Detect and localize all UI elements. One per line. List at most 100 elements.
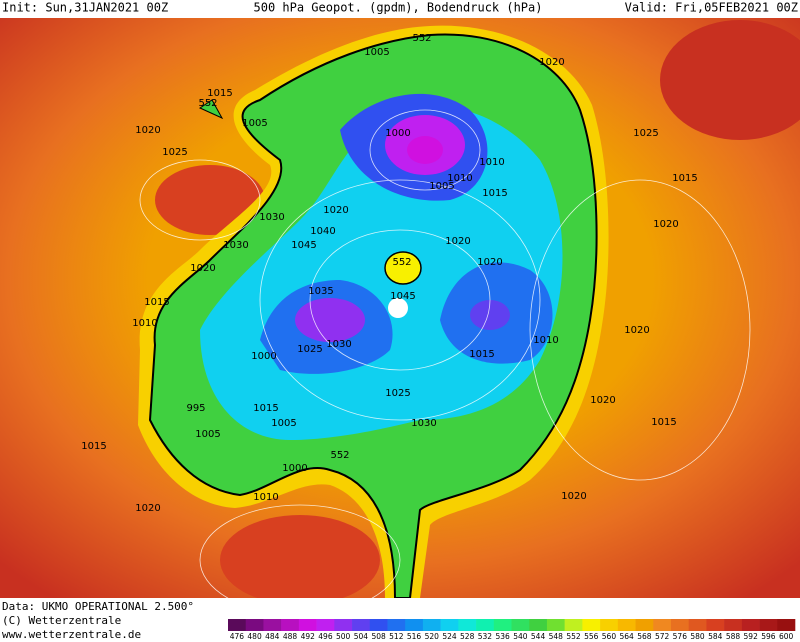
scale-label: 600 (779, 632, 794, 641)
isobar-label: 1020 (135, 503, 160, 514)
scale-swatch (334, 619, 353, 631)
scale-swatch (529, 619, 548, 631)
isobar-label: 1030 (411, 418, 436, 429)
isobar-label: 1025 (297, 344, 322, 355)
scale-swatch (422, 619, 441, 631)
scale-label: 500 (336, 632, 351, 641)
scale-swatch (688, 619, 707, 631)
valid-time: Valid: Fri,05FEB2021 00Z (625, 1, 798, 15)
color-scale: 476 480 484 488 492 496 500 504 508 512 516 520 524 5… (228, 619, 796, 641)
scale-swatch (245, 619, 264, 631)
isobar-label: 1015 (81, 441, 106, 452)
map-title: 500 hPa Geopot. (gpdm), Bodendruck (hPa) (254, 1, 543, 15)
isobar-label: 552 (392, 257, 411, 268)
url: www.wetterzentrale.de (2, 628, 141, 641)
scale-label: 496 (318, 632, 333, 641)
scale-swatch (582, 619, 601, 631)
scale-swatch (405, 619, 424, 631)
scale-label: 552 (566, 632, 581, 641)
isobar-label: 1010 (447, 173, 472, 184)
isobar-label: 1015 (672, 173, 697, 184)
scale-swatch (316, 619, 335, 631)
scale-label: 528 (460, 632, 475, 641)
scale-swatch (777, 619, 796, 631)
scale-swatch (352, 619, 371, 631)
isobar-label: 1020 (135, 125, 160, 136)
isobar-label: 1025 (162, 147, 187, 158)
scale-label: 544 (531, 632, 546, 641)
scale-swatch (670, 619, 689, 631)
isobar-label: 552 (198, 98, 217, 109)
scale-label: 588 (726, 632, 741, 641)
isobar-label: 1005 (429, 181, 454, 192)
isobar-label: 1020 (190, 263, 215, 274)
isobar-label: 1045 (390, 291, 415, 302)
isobar-label: 1000 (282, 463, 307, 474)
scale-label: 480 (247, 632, 262, 641)
isobar-label: 1005 (242, 118, 267, 129)
scale-label: 492 (301, 632, 316, 641)
scale-label: 596 (761, 632, 776, 641)
scale-swatch (653, 619, 672, 631)
scale-label: 560 (602, 632, 617, 641)
isobar-label: 1015 (253, 403, 278, 414)
scale-label: 592 (744, 632, 759, 641)
isobar-label: 1015 (469, 349, 494, 360)
isobar-label: 1015 (651, 417, 676, 428)
scale-swatch (440, 619, 459, 631)
scale-swatch (617, 619, 636, 631)
isobar-label: 1025 (385, 388, 410, 399)
scale-swatch (741, 619, 760, 631)
scale-label: 476 (230, 632, 245, 641)
isobar-label: 1030 (259, 212, 284, 223)
map (0, 18, 800, 598)
scale-label: 536 (495, 632, 510, 641)
scale-swatch (724, 619, 743, 631)
scale-label: 504 (354, 632, 369, 641)
isobar-label: 1005 (271, 418, 296, 429)
isobar-label: 1005 (364, 47, 389, 58)
scale-swatch (759, 619, 778, 631)
copyright: (C) Wetterzentrale (2, 614, 121, 627)
scale-label: 584 (708, 632, 723, 641)
scale-swatch (493, 619, 512, 631)
scale-label: 488 (283, 632, 298, 641)
scale-label: 548 (549, 632, 564, 641)
scale-swatch (387, 619, 406, 631)
isobar-label: 1045 (291, 240, 316, 251)
scale-swatch (706, 619, 725, 631)
scale-swatch (281, 619, 300, 631)
isobar-label: 1020 (561, 491, 586, 502)
isobar-label: 1020 (477, 257, 502, 268)
scale-swatch (228, 619, 247, 631)
init-time: Init: Sun,31JAN2021 00Z (2, 1, 168, 15)
scale-swatch (600, 619, 619, 631)
scale-label: 556 (584, 632, 599, 641)
scale-label: 512 (389, 632, 404, 641)
isobar-label: 1000 (385, 128, 410, 139)
isobar-label: 1020 (590, 395, 615, 406)
scale-label: 508 (371, 632, 386, 641)
scale-swatch (511, 619, 530, 631)
isobar-label: 1015 (207, 88, 232, 99)
isobar-label: 1010 (132, 318, 157, 329)
scale-label: 516 (407, 632, 422, 641)
scale-label: 532 (478, 632, 493, 641)
scale-label: 576 (673, 632, 688, 641)
isobar-label: 1020 (445, 236, 470, 247)
isobar-label: 1030 (223, 240, 248, 251)
scale-label: 524 (442, 632, 457, 641)
scale-swatch (564, 619, 583, 631)
scale-swatch (458, 619, 477, 631)
isobar-label: 1015 (144, 297, 169, 308)
isobar-label: 1025 (633, 128, 658, 139)
isobar-label: 1020 (653, 219, 678, 230)
scale-swatch (263, 619, 282, 631)
isobar-label: 1010 (533, 335, 558, 346)
scale-swatch (298, 619, 317, 631)
scale-label: 484 (265, 632, 280, 641)
data-source: Data: UKMO OPERATIONAL 2.500° (2, 600, 194, 613)
scale-swatch (635, 619, 654, 631)
